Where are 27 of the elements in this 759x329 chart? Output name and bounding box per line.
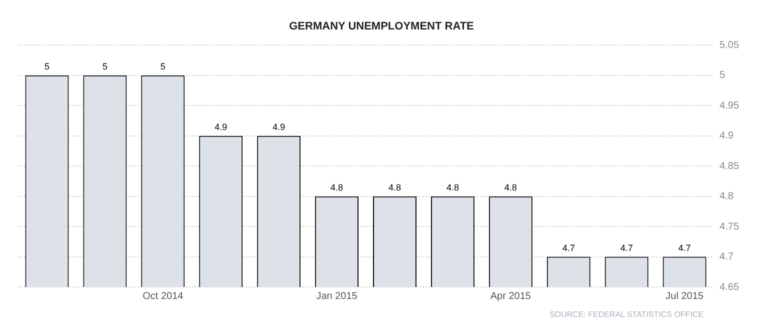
y-tick-label: 5.05 [720, 40, 740, 51]
data-label: 4.7 [678, 242, 691, 253]
x-tick-label: Jul 2015 [666, 290, 704, 302]
x-tick-label: Apr 2015 [490, 290, 532, 302]
data-label: 5 [102, 61, 108, 72]
y-tick-label: 4.9 [720, 130, 734, 142]
chart-title: GERMANY UNEMPLOYMENT RATE [289, 20, 474, 33]
source-note: SOURCE: FEDERAL STATISTICS OFFICE [549, 310, 704, 320]
x-tick-label: Oct 2014 [142, 290, 184, 302]
y-tick-label: 4.8 [720, 191, 734, 202]
data-label: 4.7 [562, 242, 575, 253]
data-label: 4.8 [504, 182, 517, 192]
data-label: 4.8 [330, 182, 344, 192]
y-tick-label: 4.85 [720, 160, 740, 172]
y-tick-label: 4.65 [720, 282, 740, 293]
y-tick-label: 4.95 [720, 100, 740, 112]
data-label: 4.9 [272, 122, 286, 132]
y-tick-label: 4.7 [720, 252, 734, 263]
y-tick-label: 4.75 [720, 221, 740, 232]
x-tick-label: Jan 2015 [316, 290, 358, 302]
data-label: 5 [160, 61, 166, 72]
data-label: 4.8 [388, 182, 402, 192]
data-label: 4.9 [214, 122, 228, 132]
data-label: 4.7 [620, 242, 633, 253]
data-label: 5 [44, 61, 50, 72]
y-tick-label: 5 [720, 70, 726, 82]
data-label: 4.8 [446, 182, 459, 192]
